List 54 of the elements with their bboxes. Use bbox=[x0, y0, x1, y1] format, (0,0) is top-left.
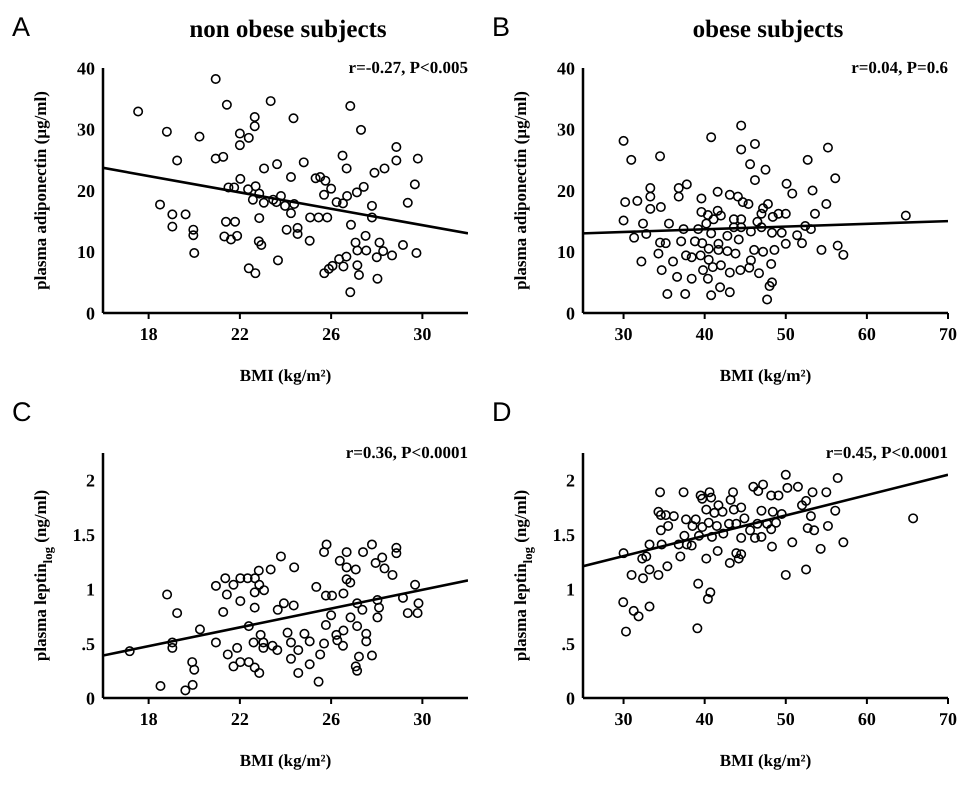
x-tick-label: 26 bbox=[322, 708, 340, 729]
y-tick-label: 20 bbox=[557, 180, 575, 201]
x-tick-label: 40 bbox=[696, 708, 714, 729]
y-tick-label: 10 bbox=[557, 242, 575, 262]
x-tick-label: 30 bbox=[614, 324, 633, 344]
x-tick-label: 70 bbox=[939, 708, 957, 729]
y-tick-label: 2 bbox=[566, 470, 575, 491]
x-tick-label: 30 bbox=[413, 708, 432, 729]
y-tick-label: 20 bbox=[77, 180, 95, 201]
annotation: r=0.45, P<0.0001 bbox=[826, 443, 948, 463]
y-tick-label: 2 bbox=[86, 470, 95, 491]
text: B bbox=[492, 12, 510, 43]
y-tick-label: 0 bbox=[86, 303, 95, 324]
y-axis-title: plasma adiponectin (µg/ml) bbox=[30, 91, 50, 290]
y-tick-label: 1 bbox=[86, 580, 95, 600]
text: A bbox=[12, 12, 30, 43]
y-tick-label: 0 bbox=[566, 303, 575, 324]
y-tick-label: 0 bbox=[566, 688, 575, 708]
x-tick-label: 22 bbox=[230, 708, 249, 729]
text: D bbox=[492, 397, 512, 428]
y-tick-label: 1.5 bbox=[72, 525, 95, 546]
y-tick-label: 1.5 bbox=[552, 525, 575, 546]
y-tick-label: 40 bbox=[77, 58, 95, 78]
y-tick-label: 30 bbox=[77, 120, 95, 140]
x-tick-label: 60 bbox=[858, 708, 876, 729]
x-tick-label: 18 bbox=[140, 324, 158, 344]
y-tick-label: 30 bbox=[557, 120, 575, 140]
x-tick-label: 60 bbox=[858, 324, 876, 344]
x-tick-label: 30 bbox=[614, 708, 633, 729]
annotation: r=0.04, P=0.6 bbox=[851, 58, 948, 78]
text: C bbox=[12, 397, 32, 428]
chart-title: obese subjects bbox=[692, 16, 844, 44]
chart-title: non obese subjects bbox=[188, 16, 388, 44]
annotation: r=-0.27, P<0.005 bbox=[348, 58, 468, 78]
x-axis-title: BMI (kg/m²) bbox=[720, 366, 812, 385]
y-tick-label: 1 bbox=[566, 580, 575, 600]
x-tick-label: 70 bbox=[939, 324, 957, 344]
x-axis-title: BMI (kg/m²) bbox=[720, 751, 812, 770]
x-tick-label: 30 bbox=[413, 324, 432, 344]
x-axis-title: BMI (kg/m²) bbox=[240, 366, 332, 385]
x-tick-label: 22 bbox=[230, 324, 249, 344]
y-tick-label: .5 bbox=[82, 634, 95, 654]
y-axis-title: plasma adiponectin (µg/ml) bbox=[510, 91, 530, 290]
y-tick-label: 10 bbox=[77, 242, 95, 262]
x-tick-label: 40 bbox=[696, 324, 714, 344]
annotation: r=0.36, P<0.0001 bbox=[346, 443, 468, 463]
x-axis-title: BMI (kg/m²) bbox=[240, 751, 332, 770]
x-tick-label: 50 bbox=[776, 324, 795, 344]
y-tick-label: 40 bbox=[557, 58, 575, 78]
x-tick-label: 26 bbox=[322, 324, 340, 344]
y-tick-label: .5 bbox=[562, 634, 575, 654]
x-tick-label: 18 bbox=[140, 708, 158, 729]
x-tick-label: 50 bbox=[776, 708, 795, 729]
y-tick-label: 0 bbox=[86, 688, 95, 708]
